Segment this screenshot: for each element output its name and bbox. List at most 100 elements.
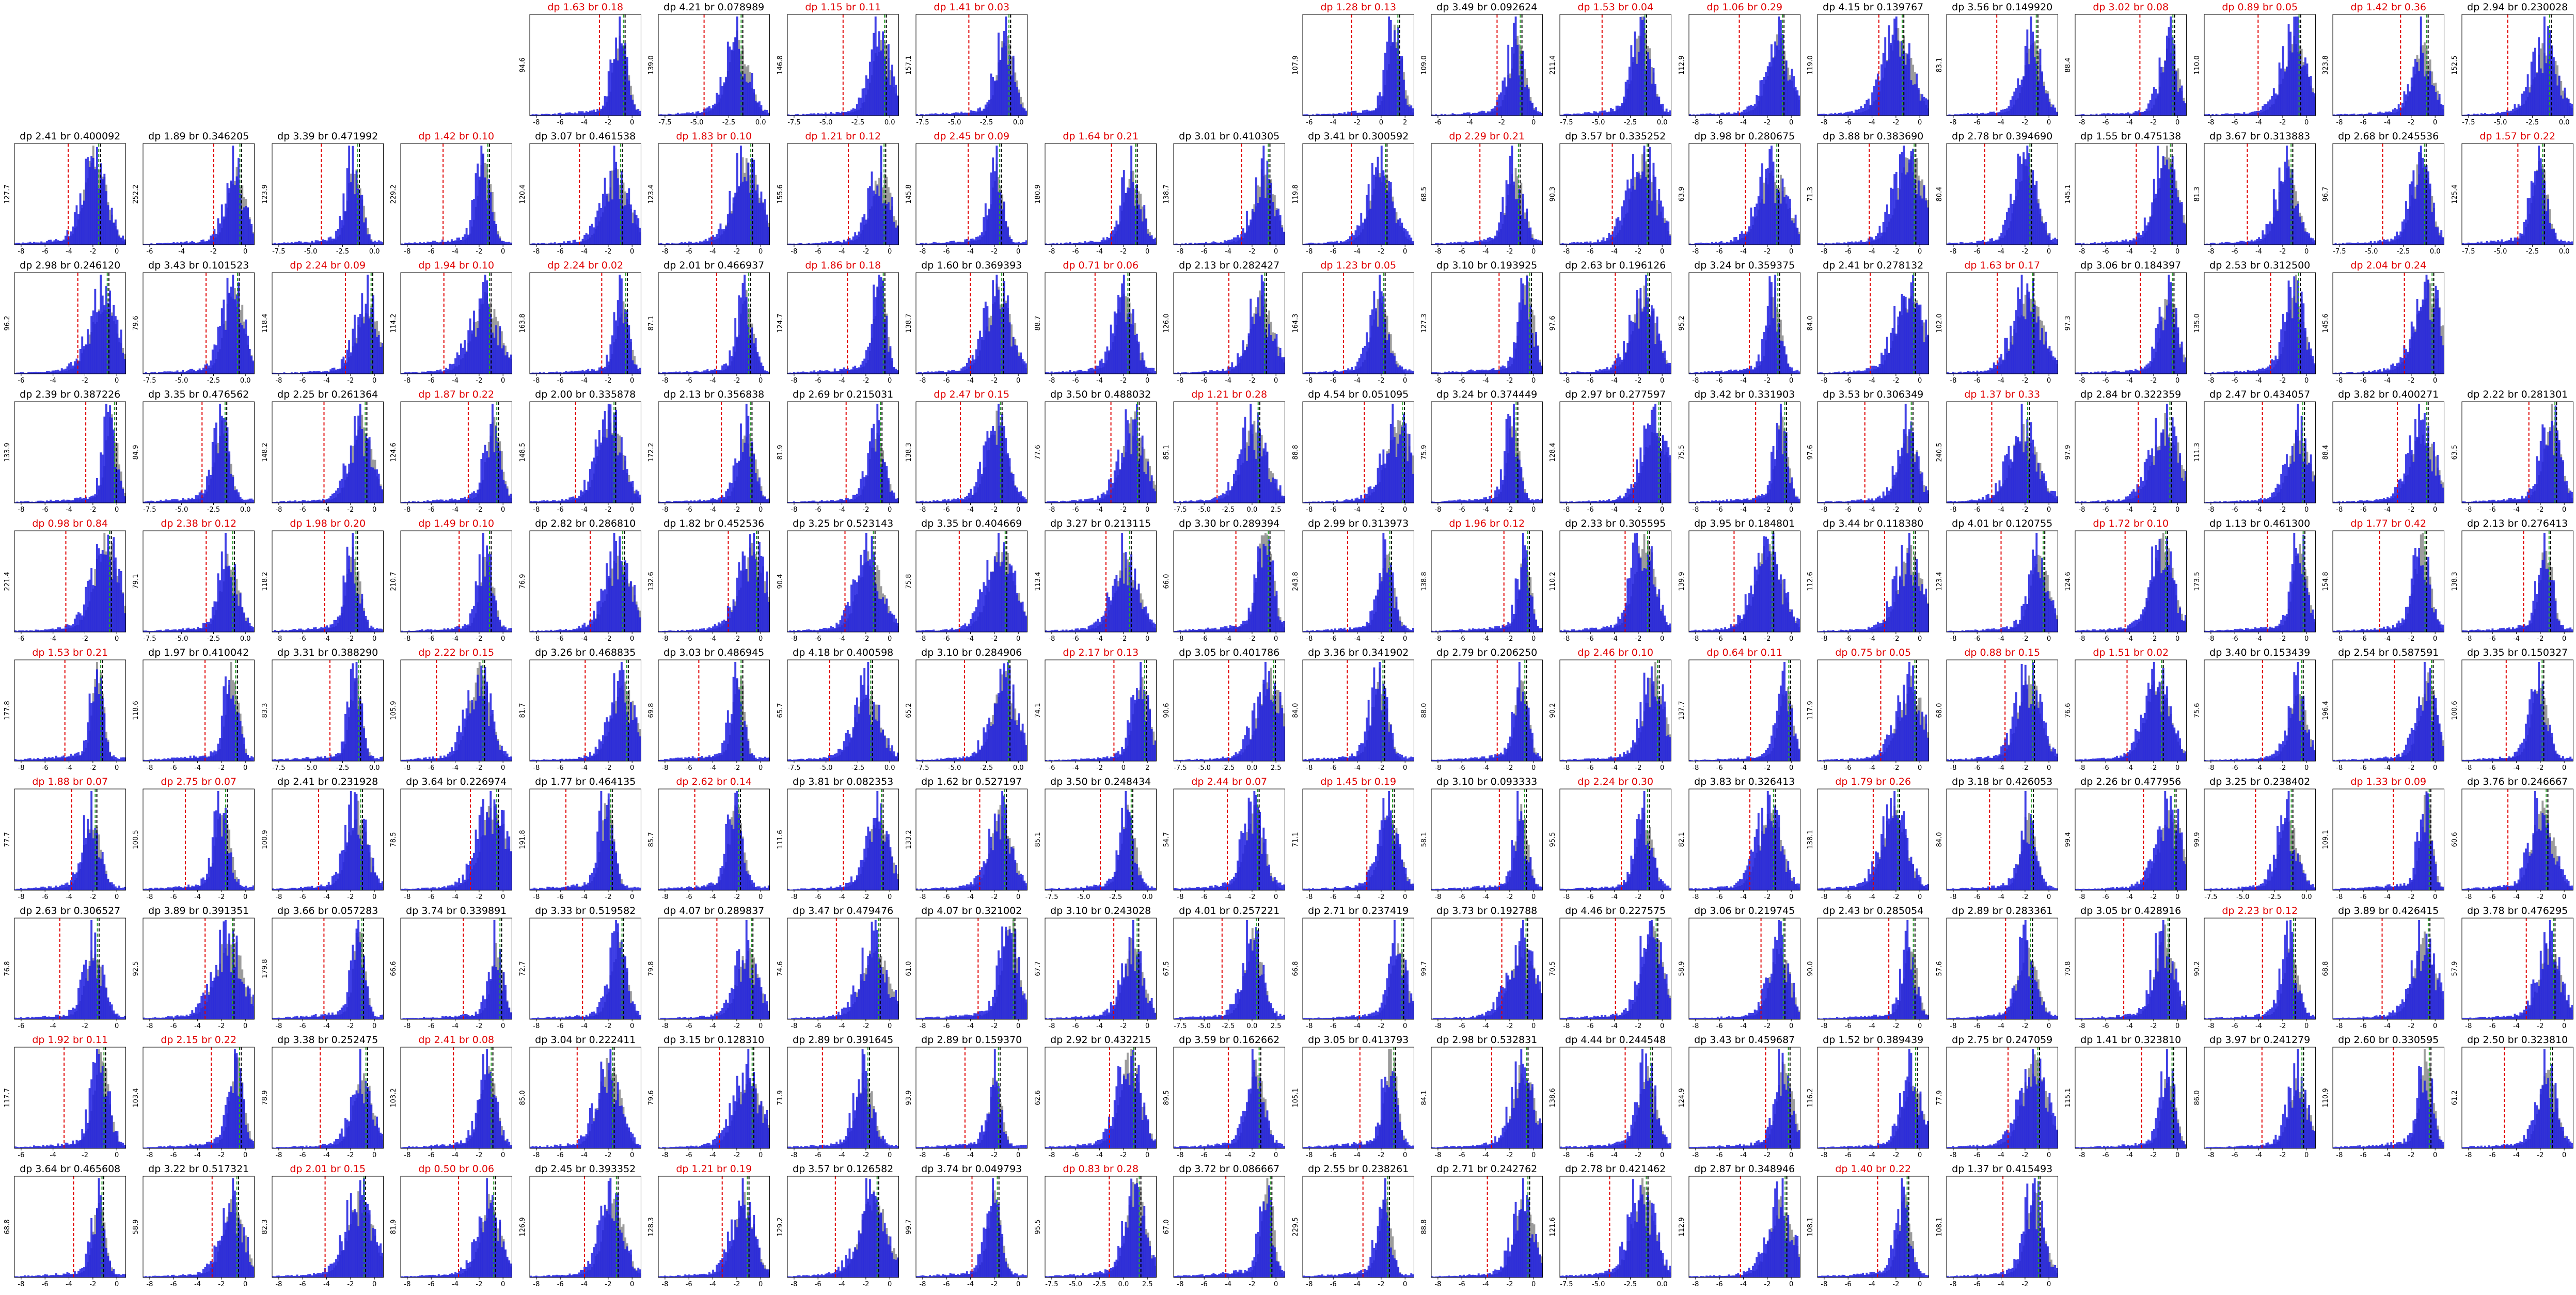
blue-histogram-bar: [1499, 212, 1502, 245]
blue-histogram-bar: [2088, 115, 2091, 116]
panel-title: dp 1.15 br 0.11: [805, 2, 881, 13]
blue-histogram-bar: [165, 371, 168, 374]
blue-histogram-bar: [225, 329, 227, 374]
blue-histogram-bar: [110, 208, 113, 245]
blue-histogram-bar: [2048, 233, 2051, 245]
blue-histogram-bar: [1921, 198, 1924, 245]
blue-histogram-bar: [986, 215, 989, 245]
blue-histogram-bar: [957, 242, 959, 245]
blue-histogram-bar: [2394, 108, 2396, 116]
blue-histogram-bar: [1946, 115, 1949, 116]
x-tick-label: -5.0: [690, 119, 703, 127]
x-tick-label: -7.5: [2333, 248, 2346, 256]
x-tick-label: -6: [2103, 119, 2109, 127]
blue-histogram-bar: [791, 243, 793, 245]
blue-histogram-bar: [1608, 112, 1610, 116]
blue-histogram-bar: [1453, 114, 1456, 116]
x-tick-label: -4: [50, 377, 56, 385]
blue-histogram-bar: [544, 114, 547, 116]
blue-histogram-bar: [2541, 73, 2543, 116]
blue-histogram-bar: [2280, 68, 2282, 116]
blue-histogram-bar: [885, 203, 888, 245]
blue-histogram-bar: [613, 145, 615, 245]
blue-histogram-bar: [568, 241, 571, 245]
blue-histogram-bar: [2116, 113, 2119, 116]
blue-histogram-bar: [1018, 92, 1020, 116]
x-tick-label: -6: [2231, 248, 2238, 256]
blue-histogram-bar: [561, 243, 563, 245]
blue-histogram-bar: [350, 182, 352, 245]
blue-histogram-bar: [949, 114, 952, 116]
blue-histogram-bar: [918, 244, 920, 245]
blue-histogram-bar: [98, 311, 100, 374]
blue-histogram-bar: [1921, 94, 1924, 116]
blue-histogram-bar: [1350, 233, 1353, 245]
blue-histogram-bar: [2011, 96, 2014, 116]
blue-histogram-bar: [2162, 72, 2164, 116]
blue-histogram-bar: [953, 241, 955, 245]
blue-histogram-bar: [66, 230, 69, 245]
blue-histogram-bar: [529, 243, 532, 245]
blue-histogram-bar: [867, 78, 869, 116]
blue-histogram-bar: [2532, 51, 2534, 116]
blue-histogram-bar: [1919, 195, 1922, 245]
blue-histogram-bar: [2390, 239, 2393, 245]
blue-histogram-bar: [637, 218, 639, 245]
blue-histogram-bar: [1903, 145, 1905, 245]
blue-histogram-bar: [2270, 224, 2273, 245]
blue-histogram-bar: [1085, 242, 1088, 245]
x-tick-label: -2: [862, 248, 869, 256]
blue-histogram-bar: [432, 241, 435, 245]
blue-histogram-bar: [1957, 114, 1960, 116]
blue-histogram-bar: [1093, 242, 1095, 245]
blue-histogram-bar: [1818, 243, 1820, 245]
blue-histogram-bar: [1906, 53, 1909, 116]
blue-histogram-bar: [1384, 175, 1386, 245]
blue-histogram-bar: [212, 349, 214, 374]
blue-histogram-bar: [1364, 110, 1366, 116]
blue-histogram-bar: [981, 232, 983, 245]
blue-histogram-bar: [602, 105, 604, 116]
x-tick-label: 0: [1918, 119, 1922, 127]
blue-histogram-bar: [228, 188, 231, 245]
blue-histogram-bar: [841, 112, 843, 116]
blue-histogram-bar: [2478, 242, 2480, 245]
blue-histogram-bar: [1512, 23, 1515, 116]
blue-histogram-bar: [318, 371, 321, 374]
blue-histogram-bar: [250, 224, 253, 245]
x-tick-label: 0: [1660, 248, 1664, 256]
blue-histogram-bar: [2123, 114, 2126, 116]
blue-histogram-bar: [37, 372, 39, 374]
blue-histogram-bar: [1897, 40, 1900, 116]
x-tick-label: -2: [2021, 248, 2028, 256]
blue-histogram-bar: [367, 234, 369, 245]
blue-histogram-bar: [671, 243, 674, 245]
blue-histogram-bar: [72, 365, 74, 374]
blue-histogram-bar: [666, 114, 668, 116]
blue-histogram-bar: [1571, 242, 1573, 245]
blue-histogram-bar: [1474, 113, 1476, 116]
blue-histogram-bar: [992, 77, 994, 116]
x-tick-label: -6: [1716, 248, 1723, 256]
blue-histogram-bar: [2336, 244, 2339, 245]
x-tick-label: -8: [662, 248, 669, 256]
x-tick-label: -8: [533, 119, 540, 127]
blue-histogram-bar: [541, 114, 543, 116]
blue-histogram-bar: [691, 243, 694, 245]
blue-histogram-bar: [2245, 242, 2247, 245]
blue-histogram-bar: [1840, 243, 1842, 245]
x-tick-label: -8: [1692, 119, 1699, 127]
blue-histogram-bar: [1091, 241, 1094, 245]
blue-histogram-bar: [2052, 239, 2055, 245]
axes-frame: [1045, 143, 1157, 245]
blue-histogram-bar: [990, 73, 992, 116]
blue-histogram-bar: [2357, 114, 2359, 116]
x-tick-label: -6: [18, 377, 24, 385]
blue-histogram-bar: [1688, 114, 1691, 116]
blue-histogram-bar: [805, 243, 808, 245]
blue-histogram-bar: [1849, 112, 1852, 116]
blue-histogram-bar: [2215, 243, 2218, 245]
blue-histogram-bar: [620, 170, 623, 245]
blue-histogram-bar: [2090, 114, 2092, 116]
